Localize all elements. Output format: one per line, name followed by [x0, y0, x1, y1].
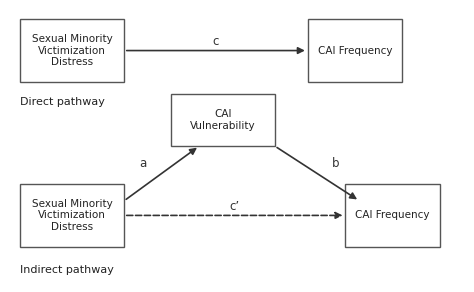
Text: CAI Frequency: CAI Frequency: [318, 46, 392, 55]
Text: Sexual Minority
Victimization
Distress: Sexual Minority Victimization Distress: [32, 199, 112, 232]
Text: CAI
Vulnerability: CAI Vulnerability: [190, 109, 255, 131]
FancyBboxPatch shape: [20, 184, 124, 247]
Text: Direct pathway: Direct pathway: [20, 97, 105, 107]
Text: Sexual Minority
Victimization
Distress: Sexual Minority Victimization Distress: [32, 34, 112, 67]
Text: Indirect pathway: Indirect pathway: [20, 265, 114, 274]
Text: c’: c’: [229, 200, 240, 213]
FancyBboxPatch shape: [171, 94, 275, 146]
Text: a: a: [139, 157, 146, 170]
Text: CAI Frequency: CAI Frequency: [355, 211, 430, 220]
FancyBboxPatch shape: [20, 19, 124, 82]
Text: b: b: [332, 157, 340, 170]
FancyBboxPatch shape: [308, 19, 402, 82]
Text: c: c: [213, 35, 219, 48]
FancyBboxPatch shape: [346, 184, 439, 247]
